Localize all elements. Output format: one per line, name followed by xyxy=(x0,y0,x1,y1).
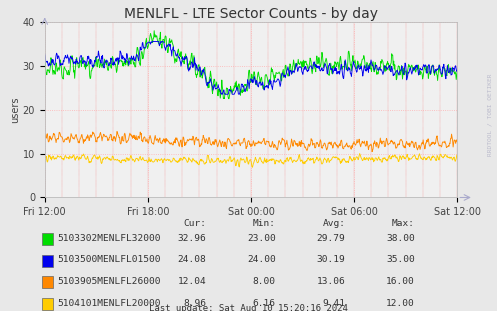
Text: Avg:: Avg: xyxy=(323,219,345,228)
Text: 5104101MENLFL20000: 5104101MENLFL20000 xyxy=(57,299,161,308)
Text: 29.79: 29.79 xyxy=(317,234,345,243)
Text: Max:: Max: xyxy=(392,219,415,228)
Text: 38.00: 38.00 xyxy=(386,234,415,243)
Text: Cur:: Cur: xyxy=(183,219,206,228)
Text: 23.00: 23.00 xyxy=(247,234,276,243)
Text: 12.00: 12.00 xyxy=(386,299,415,308)
Text: 5103905MENLFL26000: 5103905MENLFL26000 xyxy=(57,277,161,286)
Text: 6.16: 6.16 xyxy=(253,299,276,308)
Text: 32.96: 32.96 xyxy=(177,234,206,243)
Text: 16.00: 16.00 xyxy=(386,277,415,286)
Text: 5103302MENLFL32000: 5103302MENLFL32000 xyxy=(57,234,161,243)
Text: 24.00: 24.00 xyxy=(247,256,276,264)
Text: 5103500MENLFL01500: 5103500MENLFL01500 xyxy=(57,256,161,264)
Text: 9.41: 9.41 xyxy=(323,299,345,308)
Y-axis label: users: users xyxy=(10,96,20,123)
Text: 24.08: 24.08 xyxy=(177,256,206,264)
Title: MENLFL - LTE Sector Counts - by day: MENLFL - LTE Sector Counts - by day xyxy=(124,7,378,21)
Text: Min:: Min: xyxy=(253,219,276,228)
Text: 12.04: 12.04 xyxy=(177,277,206,286)
Text: Last update: Sat Aug 10 15:20:16 2024: Last update: Sat Aug 10 15:20:16 2024 xyxy=(149,304,348,311)
Text: 8.00: 8.00 xyxy=(253,277,276,286)
Text: 30.19: 30.19 xyxy=(317,256,345,264)
Text: RRDTOOL / TOBI OETIKER: RRDTOOL / TOBI OETIKER xyxy=(487,74,492,156)
Text: 35.00: 35.00 xyxy=(386,256,415,264)
Text: 8.96: 8.96 xyxy=(183,299,206,308)
Text: 13.06: 13.06 xyxy=(317,277,345,286)
